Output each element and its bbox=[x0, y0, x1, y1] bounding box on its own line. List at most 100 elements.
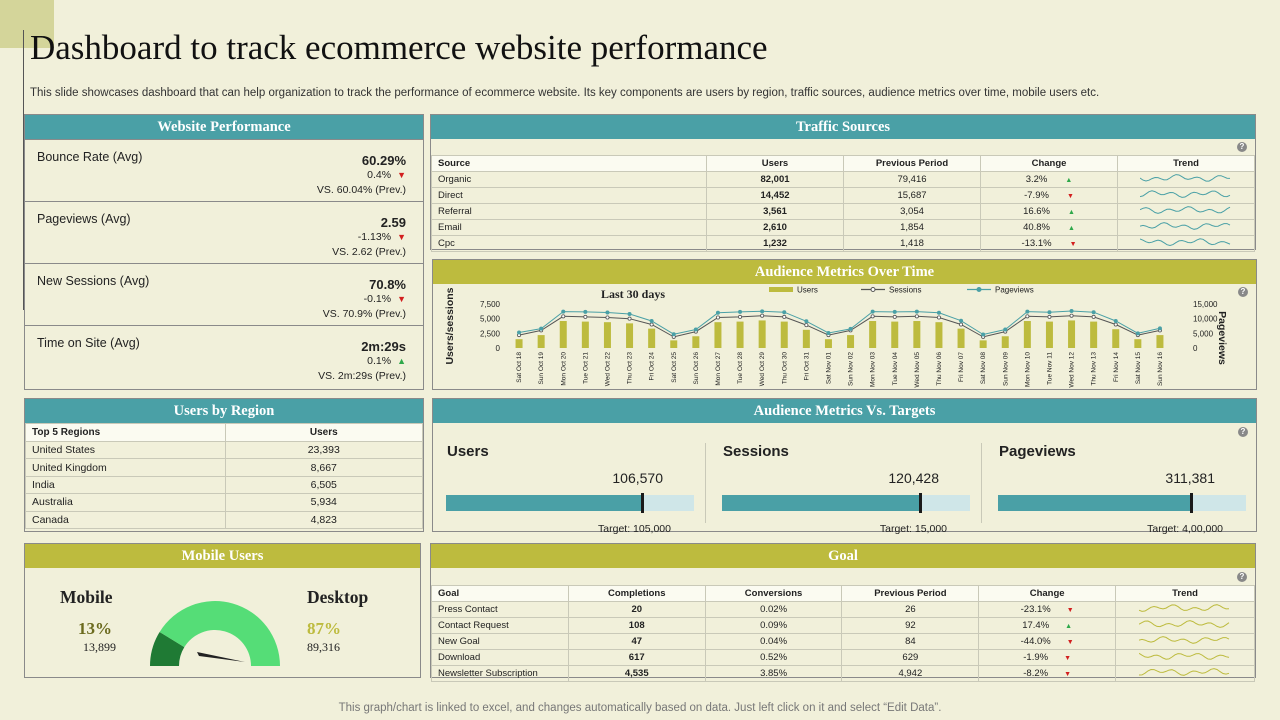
help-icon[interactable]: ? bbox=[1237, 142, 1247, 152]
bar-users bbox=[692, 336, 700, 348]
table-row[interactable]: Newsletter Subscription 4,535 3.85% 4,942 -8… bbox=[431, 665, 1255, 682]
table-row[interactable]: Organic 82,001 79,416 3.2% ▲ bbox=[431, 171, 1255, 188]
bar-users bbox=[847, 335, 855, 348]
trend-sparkline bbox=[1138, 652, 1230, 660]
panel-title: Audience Metrics Over Time bbox=[433, 260, 1256, 284]
x-tick-label: Sat Nov 01 bbox=[826, 352, 833, 385]
metric-change-value: -1.13% bbox=[357, 231, 392, 243]
metric-previous: VS. 60.04% (Prev.) bbox=[316, 184, 406, 196]
table-row[interactable]: Canada 4,823 bbox=[25, 510, 423, 529]
table-row[interactable]: Contact Request 108 0.09% 92 17.4% ▲ bbox=[431, 617, 1255, 634]
arrow-up-icon: ▲ bbox=[1068, 209, 1075, 216]
help-icon[interactable]: ? bbox=[1237, 572, 1247, 582]
target-metric: Users 106,570 Target: 105,000 bbox=[433, 423, 709, 543]
metric-label: Pageviews (Avg) bbox=[37, 212, 131, 226]
column-header[interactable]: Trend bbox=[1115, 585, 1255, 602]
sessions-point bbox=[1113, 322, 1118, 327]
table-row[interactable]: Direct 14,452 15,687 -7.9% ▼ bbox=[431, 187, 1255, 204]
column-header[interactable]: Change bbox=[980, 155, 1118, 172]
column-header[interactable]: Change bbox=[978, 585, 1117, 602]
pageviews-point bbox=[1047, 310, 1052, 315]
metric-previous: VS. 2.62 (Prev.) bbox=[332, 246, 406, 258]
goal-table: Goal Completions Conversions Previous Perio… bbox=[431, 585, 1255, 682]
table-row[interactable]: Download 617 0.52% 629 -1.9% ▼ bbox=[431, 649, 1255, 666]
help-icon[interactable]: ? bbox=[1238, 287, 1248, 297]
sparkline-path bbox=[1139, 222, 1231, 230]
column-header[interactable]: Previous Period bbox=[843, 155, 981, 172]
trend-cell bbox=[1115, 601, 1255, 618]
x-tick-label: Sat Oct 18 bbox=[516, 352, 523, 383]
change-value: -23.1% bbox=[1020, 604, 1051, 615]
goal-cell: Contact Request bbox=[431, 617, 569, 634]
region-cell: Canada bbox=[25, 510, 226, 529]
table-row[interactable]: Australia 5,934 bbox=[25, 493, 423, 512]
change-value: -1.9% bbox=[1023, 652, 1049, 663]
column-header[interactable]: Users bbox=[224, 423, 423, 442]
sessions-point bbox=[627, 316, 632, 321]
previous-cell: 26 bbox=[841, 601, 980, 618]
users-cell: 5,934 bbox=[224, 493, 423, 512]
bar-users bbox=[670, 340, 678, 348]
x-tick-label: Mon Oct 27 bbox=[715, 352, 722, 386]
previous-cell: 629 bbox=[841, 649, 980, 666]
completions-cell: 20 bbox=[567, 601, 706, 618]
bar-users bbox=[979, 340, 987, 348]
metric-change: 0.4% ▼ bbox=[367, 169, 406, 181]
table-row[interactable]: India 6,505 bbox=[25, 475, 423, 495]
table-row[interactable]: Cpc 1,232 1,418 -13.1% ▼ bbox=[431, 235, 1255, 252]
column-header[interactable]: Trend bbox=[1117, 155, 1255, 172]
table-row[interactable]: United Kingdom 8,667 bbox=[25, 458, 423, 477]
help-icon[interactable]: ? bbox=[1238, 427, 1248, 437]
x-tick-label: Fri Oct 31 bbox=[803, 352, 810, 381]
sessions-point bbox=[715, 315, 720, 320]
pageviews-point bbox=[539, 326, 544, 331]
sparkline-path bbox=[1138, 604, 1230, 612]
x-tick-label: Tue Oct 28 bbox=[737, 352, 744, 384]
trend-sparkline bbox=[1138, 604, 1230, 612]
pageviews-point bbox=[649, 319, 654, 324]
trend-cell bbox=[1115, 633, 1255, 650]
previous-cell: 1,418 bbox=[843, 235, 981, 252]
sessions-point bbox=[870, 314, 875, 319]
change-value: 17.4% bbox=[1022, 620, 1050, 631]
region-cell: India bbox=[25, 475, 226, 495]
users-cell: 4,823 bbox=[224, 510, 423, 529]
website-performance-panel: Website Performance Bounce Rate (Avg) 60.… bbox=[24, 114, 424, 390]
bar-users bbox=[1134, 339, 1142, 348]
change-cell: -1.9% ▼ bbox=[978, 649, 1117, 666]
arrow-down-icon: ▼ bbox=[1066, 193, 1074, 200]
column-header[interactable]: Top 5 Regions bbox=[25, 423, 226, 442]
y2-axis-label: Pageviews bbox=[1216, 311, 1228, 365]
column-header[interactable]: Completions bbox=[567, 585, 706, 602]
table-row[interactable]: Referral 3,561 3,054 16.6% ▲ bbox=[431, 203, 1255, 220]
divider-line bbox=[23, 30, 24, 310]
table-row[interactable]: United States 23,393 bbox=[25, 440, 423, 460]
trend-sparkline bbox=[1139, 238, 1231, 247]
column-header[interactable]: Users bbox=[706, 155, 844, 172]
target-metric: Pageviews 311,381 Target: 4,00,000 bbox=[985, 423, 1261, 543]
trend-cell bbox=[1115, 617, 1255, 634]
mobile-count: 13,899 bbox=[83, 640, 116, 654]
target-label: Target: 15,000 bbox=[879, 523, 947, 535]
column-header[interactable]: Goal bbox=[431, 585, 569, 602]
x-tick-label: Fri Oct 24 bbox=[649, 352, 656, 381]
column-header[interactable]: Previous Period bbox=[841, 585, 980, 602]
table-row[interactable]: Press Contact 20 0.02% 26 -23.1% ▼ bbox=[431, 601, 1255, 618]
panel-title: Traffic Sources bbox=[431, 115, 1255, 139]
bar-users bbox=[736, 321, 744, 348]
x-tick-label: Sun Oct 19 bbox=[538, 352, 545, 385]
gauge-needle bbox=[197, 652, 245, 662]
target-bar-fill bbox=[446, 495, 642, 511]
pageviews-point bbox=[715, 310, 720, 315]
bar-users bbox=[869, 321, 877, 348]
column-divider bbox=[705, 443, 706, 523]
table-row[interactable]: New Goal 47 0.04% 84 -44.0% ▼ bbox=[431, 633, 1255, 650]
x-tick-label: Thu Nov 06 bbox=[936, 352, 943, 386]
arrow-down-icon: ▼ bbox=[1064, 655, 1072, 662]
bar-users bbox=[957, 328, 965, 348]
column-header[interactable]: Source bbox=[431, 155, 707, 172]
table-row[interactable]: Email 2,610 1,854 40.8% ▲ bbox=[431, 219, 1255, 236]
column-header[interactable]: Conversions bbox=[704, 585, 843, 602]
change-value: 16.6% bbox=[1023, 206, 1050, 217]
x-tick-label: Wed Oct 22 bbox=[604, 352, 611, 387]
